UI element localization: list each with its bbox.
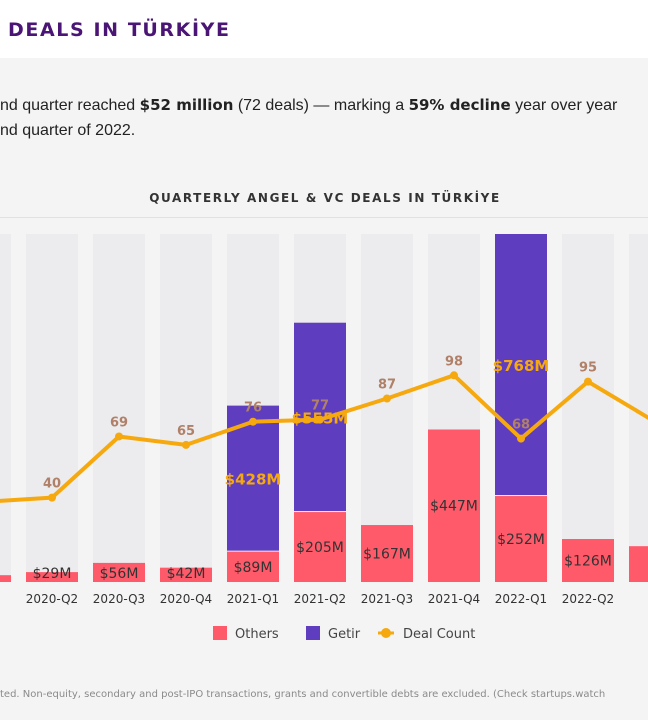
legend-getir-swatch (306, 626, 320, 640)
bar-value-label-others: $42M (167, 566, 206, 582)
deal-count-label: 76 (244, 401, 262, 416)
bar-background (0, 234, 11, 582)
bar-others (361, 525, 413, 582)
x-tick-label: 2021-Q2 (294, 592, 346, 606)
bar-background (160, 234, 212, 582)
deal-count-label: 40 (43, 477, 61, 492)
deal-count-label: 69 (110, 415, 128, 430)
page-title: DEALS IN TÜRKİYE (8, 19, 231, 41)
footnote: ted. Non-equity, secondary and post-IPO … (0, 689, 606, 700)
bar-getir (495, 234, 547, 496)
legend-deal-count-marker (381, 628, 391, 638)
deal-count-label: 95 (579, 361, 597, 376)
deal-count-label: 68 (512, 418, 530, 433)
x-tick-label: 2020-Q2 (26, 592, 78, 606)
bar-value-label-getir: $428M (225, 471, 282, 489)
bar-others (562, 539, 614, 582)
deal-count-label: 98 (445, 354, 463, 369)
bar-others (428, 429, 480, 582)
bar-others (160, 567, 212, 582)
bar-value-label-others: $126M (564, 554, 612, 570)
x-tick-label: 2022-Q1 (495, 592, 547, 606)
bar-background (629, 234, 648, 582)
deal-count-label: 87 (378, 378, 396, 393)
bar-others (495, 496, 547, 582)
bar-value-label-others: $56M (100, 566, 139, 582)
bar-others (629, 546, 648, 582)
chart-divider (0, 217, 648, 218)
deal-count-point (517, 434, 525, 443)
intro-text: nd quarter reached $52 million (72 deals… (0, 93, 648, 143)
bar-value-label-others: $167M (363, 547, 411, 563)
x-tick-label: 2020-Q4 (160, 592, 212, 606)
x-tick-label: 2022-Q2 (562, 592, 614, 606)
deal-count-point (249, 417, 257, 426)
x-tick-label: 2021-Q3 (361, 592, 413, 606)
chart-title: QUARTERLY ANGEL & VC DEALS IN TÜRKİYE (149, 191, 501, 205)
legend-others-label: Others (235, 627, 279, 642)
intro-line-1: nd quarter reached $52 million (72 deals… (0, 93, 648, 118)
intro-text-part: year over year (510, 97, 618, 114)
bar-others (0, 575, 11, 582)
bar-background (562, 234, 614, 582)
x-tick-label: 2020-Q3 (93, 592, 145, 606)
bar-value-label-others: $205M (296, 540, 344, 556)
bar-value-label-others: $89M (234, 560, 273, 576)
bar-others (294, 512, 346, 582)
deal-count-point (115, 432, 123, 441)
intro-highlight-decline: 59% decline (408, 96, 511, 114)
deal-count-point (450, 371, 458, 380)
deal-count-point (182, 440, 190, 449)
deal-count-point (48, 493, 56, 502)
bar-others (93, 562, 145, 582)
bar-others (26, 572, 78, 582)
bar-background (361, 234, 413, 582)
intro-line-2: nd quarter of 2022. (0, 122, 136, 139)
deal-count-label: 65 (177, 424, 195, 439)
deal-count-point (383, 394, 391, 403)
intro-highlight-amount: $52 million (139, 96, 234, 114)
x-tick-label: 2021-Q1 (227, 592, 279, 606)
deal-count-point (316, 415, 324, 424)
bar-value-label-others: $29M (33, 566, 72, 582)
deals-chart: MQ1$29M2020-Q2$56M2020-Q3$42M2020-Q4$89M… (0, 234, 648, 642)
bar-background (26, 234, 78, 582)
legend-deal-count-label: Deal Count (403, 627, 475, 642)
x-tick-label: 2021-Q4 (428, 592, 480, 606)
intro-text-part: nd quarter reached (0, 97, 140, 114)
deal-count-point (584, 377, 592, 386)
legend-getir-label: Getir (328, 627, 361, 642)
bar-value-label-getir: $768M (493, 357, 550, 375)
bar-value-label-others: $447M (430, 499, 478, 515)
bar-background (93, 234, 145, 582)
bar-others (227, 551, 279, 582)
deal-count-label: 77 (311, 399, 329, 414)
bar-value-label-others: $252M (497, 532, 545, 548)
legend-others-swatch (213, 626, 227, 640)
title-band (0, 0, 648, 58)
intro-text-part: (72 deals) — marking a (233, 97, 409, 114)
